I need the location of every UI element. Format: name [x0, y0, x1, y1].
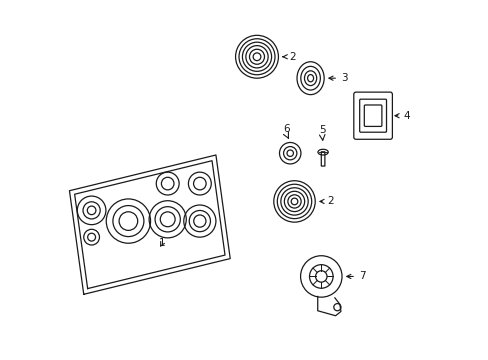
Text: 4: 4: [394, 111, 409, 121]
Text: 1: 1: [159, 238, 165, 248]
Text: 3: 3: [328, 73, 347, 83]
Text: 2: 2: [283, 52, 295, 62]
Text: 7: 7: [346, 271, 365, 282]
Text: 2: 2: [319, 197, 334, 206]
Text: 6: 6: [283, 123, 290, 134]
Text: 5: 5: [318, 125, 325, 135]
